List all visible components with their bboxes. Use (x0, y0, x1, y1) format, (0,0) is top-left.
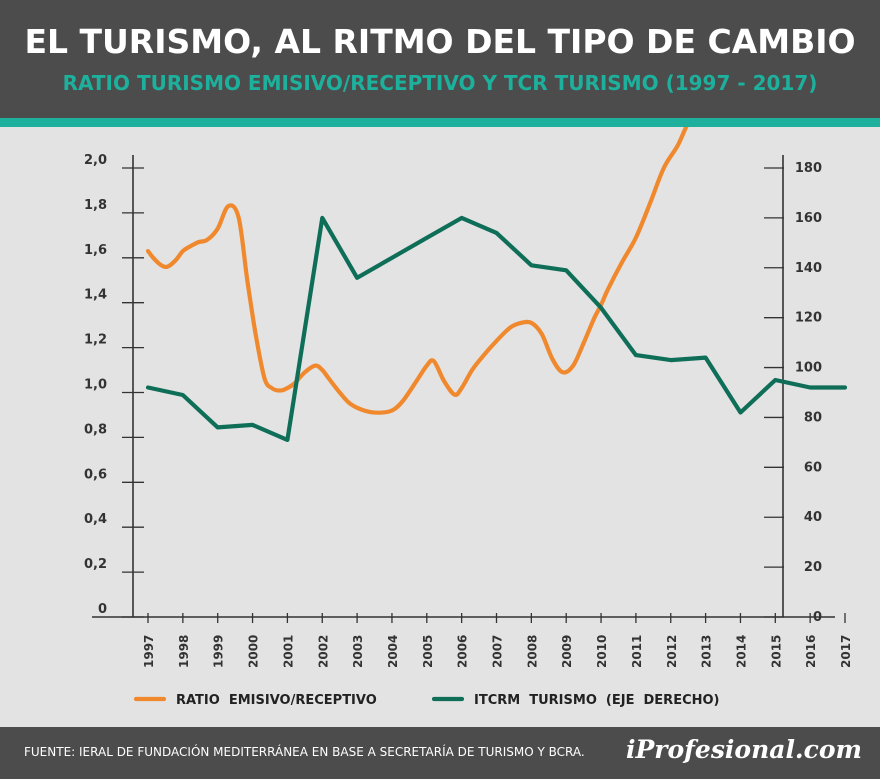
x-axis-tick-label: 2001 (281, 635, 295, 668)
x-axis-tick-label: 2006 (456, 635, 470, 668)
x-axis-tick-label: 1997 (142, 635, 156, 668)
legend-item-itcrm-label: ITCRM TURISMO (EJE DERECHO) (474, 693, 719, 708)
left-axis-tick-label: 1,2 (84, 333, 107, 348)
left-axis-tick-label: 1,8 (84, 198, 107, 213)
plot-area: 0 0,2 0,4 0,6 0,8 1,0 1,2 1,4 1,6 1,8 2,0 0 20 40 60 80… (0, 109, 880, 727)
right-axis-tick-label: 80 (804, 410, 822, 425)
x-axis-tick-label: 2016 (804, 635, 818, 668)
x-axis-tick-label: 2011 (630, 635, 644, 668)
left-axis-tick-label: 1,0 (84, 378, 107, 393)
x-axis-tick-label: 2004 (386, 635, 400, 668)
right-axis-tick-label: 60 (804, 460, 822, 475)
left-axis-tick-label: 0,4 (84, 512, 107, 527)
chart-footer: FUENTE: IERAL DE FUNDACIÓN MEDITERRÁNEA … (0, 727, 880, 779)
x-axis-tick-label: 2002 (316, 635, 330, 668)
chart-header: EL TURISMO, AL RITMO DEL TIPO DE CAMBIO … (0, 0, 880, 118)
left-axis-tick-label: 0,6 (84, 467, 107, 482)
left-axis-tick-label: 0,2 (84, 557, 107, 572)
series-line-ratio-emisivo-receptivo (145, 109, 701, 415)
x-axis-tick-label: 2014 (734, 635, 748, 668)
x-axis-tick-label: 1999 (212, 635, 226, 668)
x-axis-tick-label: 2010 (595, 635, 609, 668)
right-axis-tick-label: 0 (813, 610, 822, 625)
brand-logo: iProfesional.com (626, 735, 862, 764)
right-axis-tick-label: 180 (795, 161, 822, 176)
legend-item-ratio-label: RATIO EMISIVO/RECEPTIVO (176, 693, 377, 708)
x-axis-tick-label: 2008 (525, 635, 539, 668)
header-accent-stripe (0, 118, 880, 127)
x-axis-tick-label: 2017 (839, 635, 853, 668)
left-axis-tick-label: 0,8 (84, 422, 107, 437)
right-axis-tick-label: 100 (795, 361, 822, 376)
x-axis-tick-label: 2009 (560, 635, 574, 668)
left-axis-tick-label: 0 (98, 602, 107, 617)
source-note: FUENTE: IERAL DE FUNDACIÓN MEDITERRÁNEA … (24, 745, 585, 759)
x-axis-tick-label: 2013 (700, 635, 714, 668)
right-axis-tick-label: 140 (795, 261, 822, 276)
right-axis-tick-label: 160 (795, 211, 822, 226)
chart-svg: 0 0,2 0,4 0,6 0,8 1,0 1,2 1,4 1,6 1,8 2,0 0 20 40 60 80… (84, 109, 853, 708)
x-axis-tick-label: 1998 (177, 635, 191, 668)
x-axis-tick-label: 2015 (769, 635, 783, 668)
x-axis-tick-label: 2000 (247, 635, 261, 668)
right-axis-tick-label: 120 (795, 311, 822, 326)
left-axis-tick-label: 2,0 (84, 153, 107, 168)
series-line-itcrm-turismo (145, 215, 848, 442)
x-axis-tick-label: 2007 (491, 635, 505, 668)
chart-subtitle: RATIO TURISMO EMISIVO/RECEPTIVO Y TCR TU… (62, 71, 818, 95)
x-axis-tick-label: 2012 (665, 635, 679, 668)
right-axis-tick-label: 40 (804, 510, 822, 525)
x-axis-tick-label: 2003 (351, 635, 365, 668)
left-axis-tick-label: 1,4 (84, 288, 107, 303)
right-axis-tick-label: 20 (804, 560, 822, 575)
chart-title: EL TURISMO, AL RITMO DEL TIPO DE CAMBIO (24, 22, 856, 61)
left-axis-tick-label: 1,6 (84, 243, 107, 258)
x-axis-tick-label: 2005 (421, 635, 435, 668)
